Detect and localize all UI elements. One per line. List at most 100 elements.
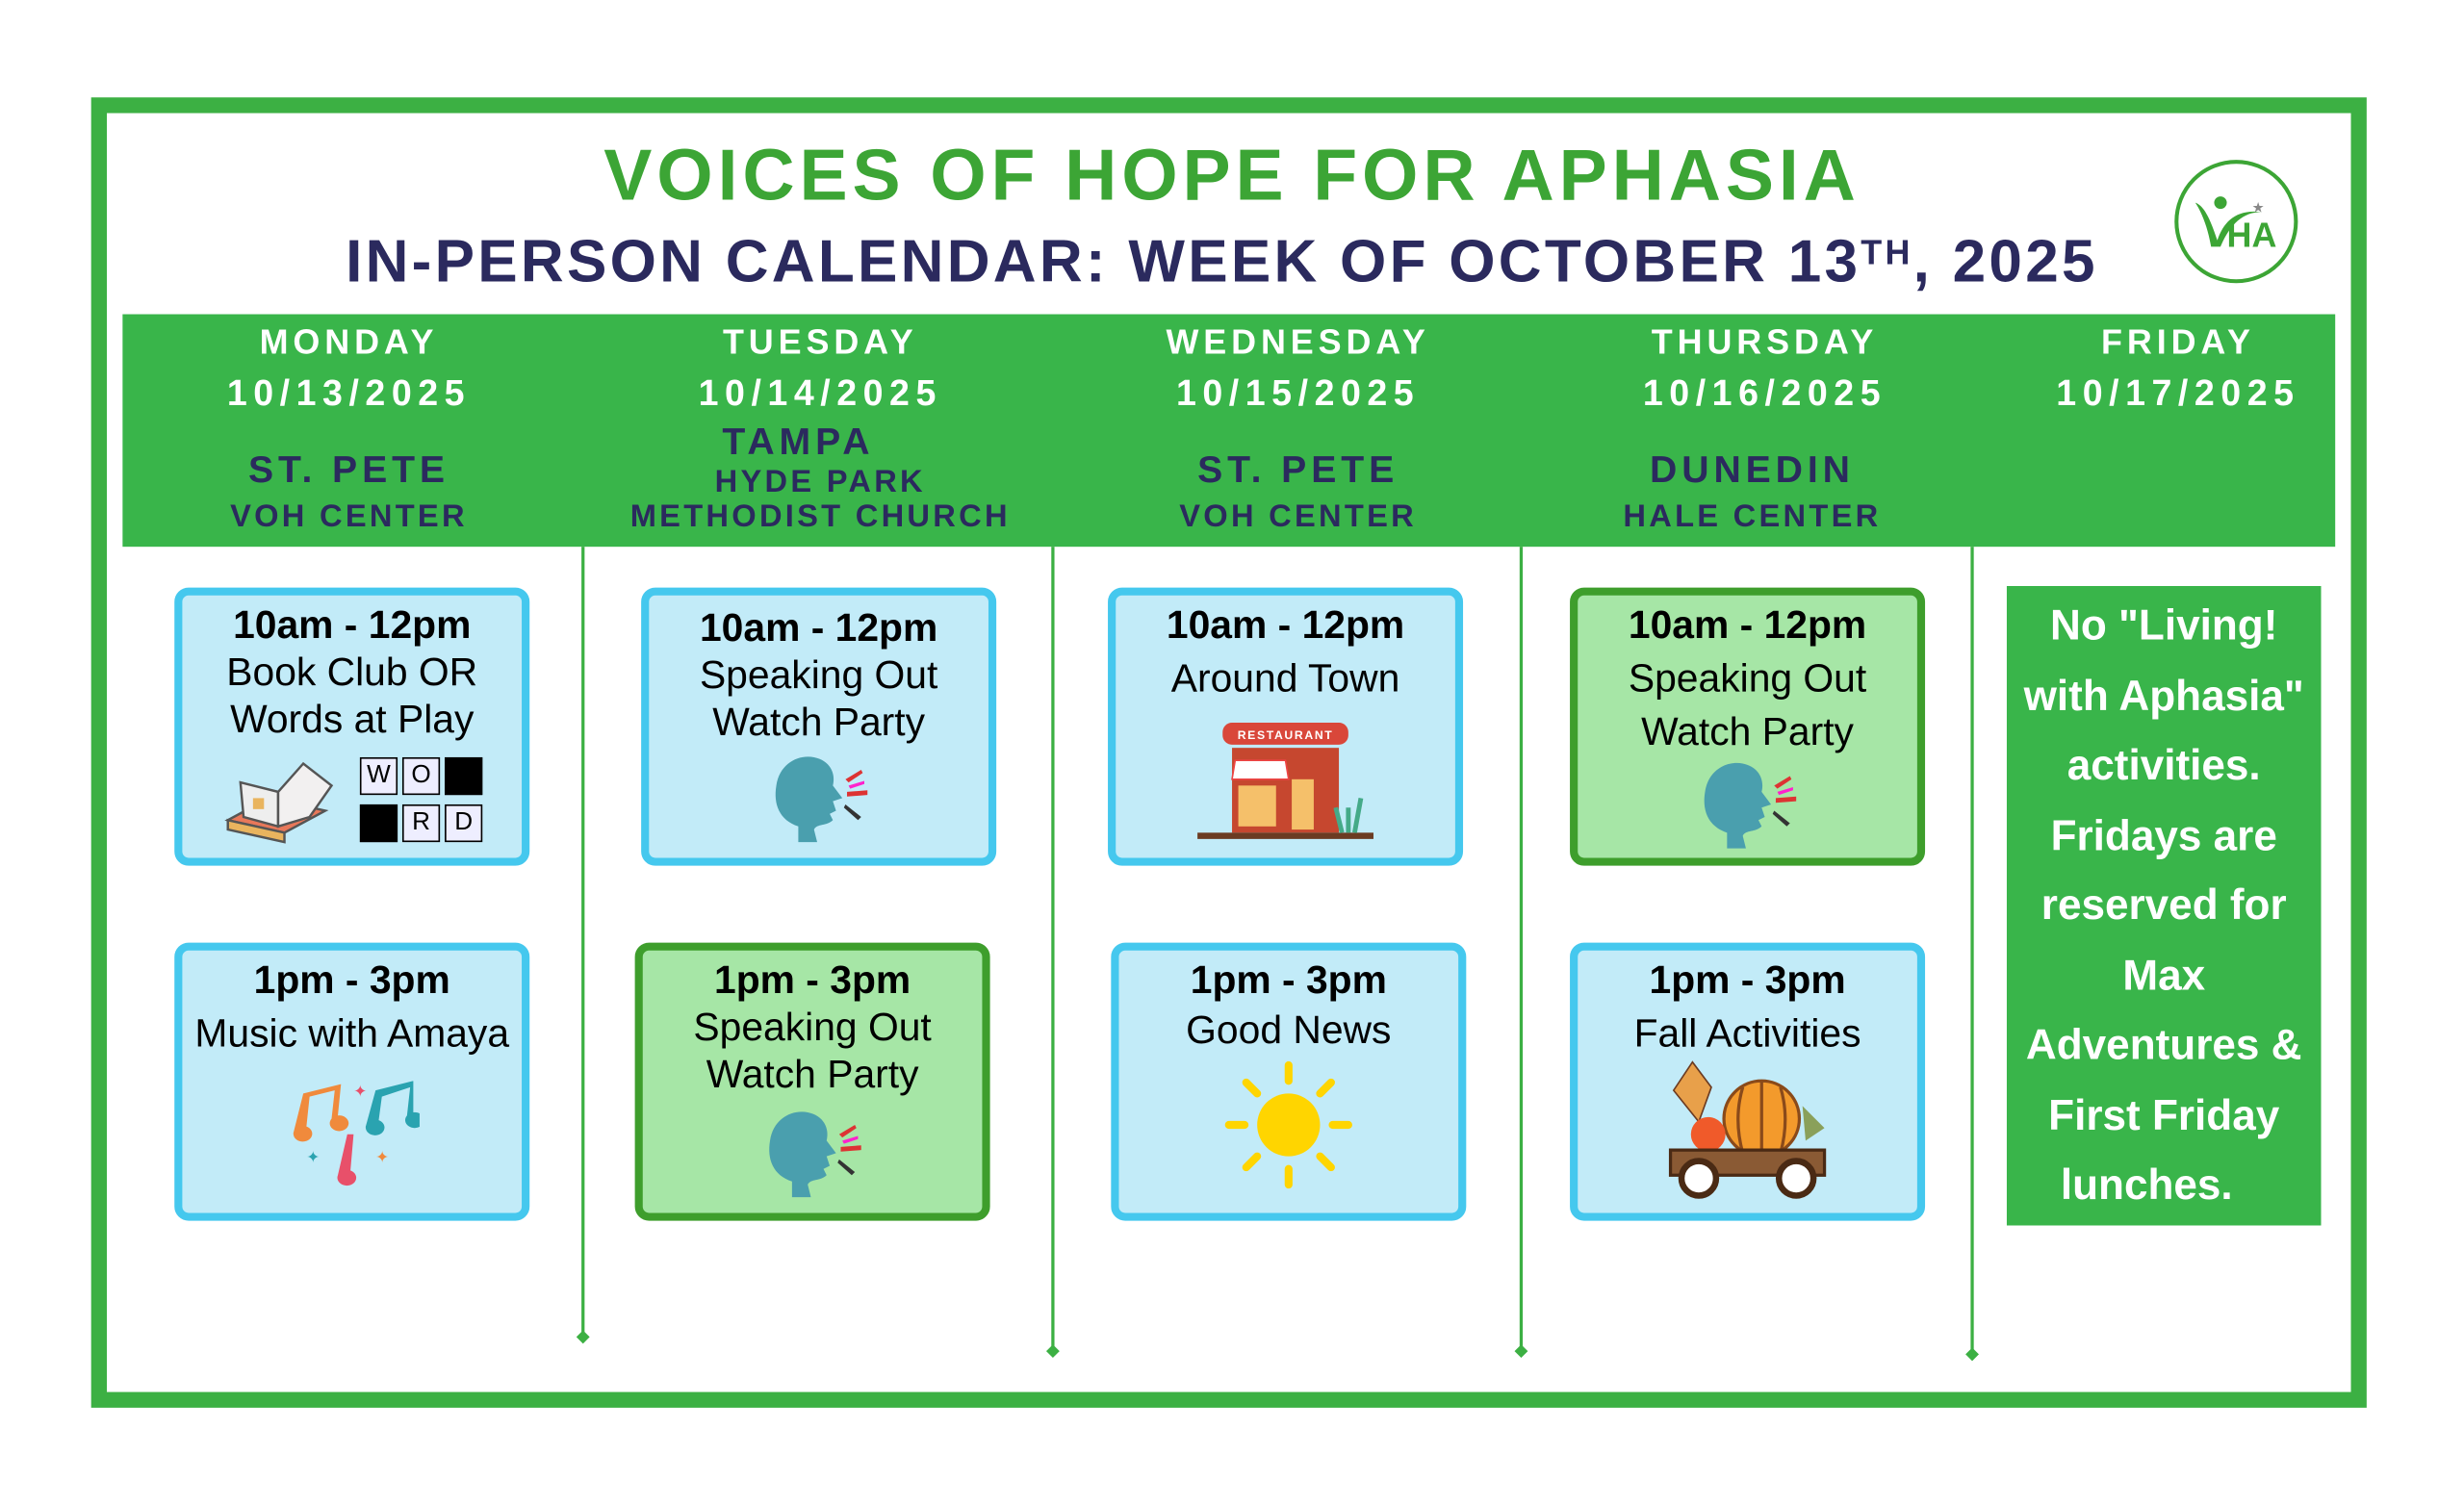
event-time: 1pm - 3pm [1190,957,1387,1003]
day-date: 10/16/2025 [1642,371,1887,414]
event-title: Good News [1186,1008,1392,1053]
column-divider [1519,547,1524,1352]
word-tile: O [401,756,441,796]
word-tile: W [359,756,398,796]
location-city: DUNEDIN [1650,448,1855,493]
event-card-thursday-afternoon: 1pm - 3pm Fall Activities [1570,942,1926,1221]
speaking-head-icon [762,751,876,845]
subtitle-text: IN-PERSON CALENDAR: WEEK OF OCTOBER 13 [346,229,1861,295]
svg-text:★: ★ [2252,200,2265,216]
event-icons [643,1106,983,1200]
day-header-friday: FRIDAY 10/17/2025 [1950,320,2405,421]
day-name: MONDAY [259,321,439,362]
friday-note-line: Max [2122,951,2206,999]
event-card-monday-morning: 10am - 12pm Book Club OR Words at Play W… [174,587,530,866]
word-grid-icon: W O R D [359,756,483,845]
event-title: Book Club OR [226,650,478,695]
event-time: 10am - 12pm [1628,602,1867,648]
speaking-head-icon [756,1106,869,1200]
column-divider [1970,547,1974,1355]
day-date: 10/17/2025 [2056,371,2300,414]
word-tile-blank [445,756,483,796]
event-title: Watch Party [706,1052,919,1097]
day-name: THURSDAY [1651,321,1879,362]
event-card-tuesday-afternoon: 1pm - 3pm Speaking Out Watch Party [634,942,990,1221]
day-header-band [122,314,2336,548]
event-time: 1pm - 3pm [253,957,450,1003]
friday-notice: No "Living! with Aphasia" activities. Fr… [2006,585,2322,1226]
word-tile-blank [359,804,398,842]
friday-note-line: Adventures & [2025,1021,2302,1069]
word-tile: R [401,804,441,842]
event-title: Words at Play [230,697,475,742]
restaurant-sign: RESTAURANT [1238,728,1334,742]
word-tile: D [445,804,483,842]
friday-note-line: First Friday [2048,1090,2280,1138]
event-icons [1578,1059,1917,1200]
event-card-tuesday-morning: 10am - 12pm Speaking Out Watch Party [641,587,997,866]
day-header-wednesday: WEDNESDAY 10/15/2025 ST. PETE VOH CENTER [1070,320,1526,534]
location-city: TAMPA [722,421,875,464]
event-time: 1pm - 3pm [714,957,911,1003]
event-title: Around Town [1170,656,1400,701]
svg-text:✦: ✦ [306,1149,320,1166]
subtitle-year: , 2025 [1912,229,2098,295]
day-header-thursday: THURSDAY 10/16/2025 DUNEDIN HALE CENTER [1537,320,1992,534]
event-title: Speaking Out [693,1005,932,1050]
event-icons: W O R D [182,756,522,845]
day-name: TUESDAY [722,321,918,362]
event-title: Watch Party [1641,709,1854,754]
event-icons [1118,1059,1458,1190]
location-city: ST. PETE [247,448,449,493]
location-venue: HYDE PARK [714,465,926,500]
event-title: Music with Amaya [194,1011,510,1057]
event-time: 10am - 12pm [1166,602,1405,648]
event-time: 10am - 12pm [233,602,472,648]
day-name: FRIDAY [2101,321,2255,362]
svg-text:✦: ✦ [375,1149,389,1166]
friday-note-line: with Aphasia" [2023,671,2304,719]
event-card-monday-afternoon: 1pm - 3pm Music with Amaya ✦ ✦ ✦ [174,942,530,1221]
page-title: VOICES OF HOPE FOR APHASIA [603,133,1861,216]
svg-text:HA: HA [2227,215,2277,254]
friday-note-line: reserved for [2040,880,2287,929]
event-title: Speaking Out [1628,656,1867,701]
event-title: Speaking Out [699,653,938,698]
subtitle-superscript: TH [1861,232,1913,272]
event-icons: ✦ ✦ ✦ [182,1081,522,1190]
location-city: ST. PETE [1197,448,1399,493]
event-time: 10am - 12pm [699,606,938,650]
page-border [90,97,2367,1408]
day-name: WEDNESDAY [1166,321,1430,362]
sun-icon [1224,1060,1352,1189]
pumpkin-wagon-icon [1668,1060,1827,1199]
column-divider [581,547,585,1338]
music-notes-icon: ✦ ✦ ✦ [293,1081,420,1186]
speaking-head-icon [1691,757,1805,852]
day-date: 10/14/2025 [698,371,942,414]
friday-note-line: lunches. [2060,1161,2233,1209]
vha-logo-icon: HA ★ [2174,160,2298,284]
event-card-wednesday-morning: 10am - 12pm Around Town RESTAURANT [1108,587,1464,866]
restaurant-icon: RESTAURANT [1197,723,1373,839]
friday-note-line: activities. [2066,741,2261,789]
location-venue: METHODIST CHURCH [629,499,1011,535]
event-title: Fall Activities [1633,1011,1861,1057]
event-icons [649,751,988,845]
event-title: Watch Party [712,701,926,745]
friday-note-line: Fridays are [2050,811,2277,859]
column-divider [1051,547,1055,1352]
event-icons: RESTAURANT [1116,720,1455,846]
friday-note-line: No "Living! [2050,601,2278,650]
event-icons [1578,757,1917,852]
day-date: 10/13/2025 [226,371,472,414]
event-card-wednesday-afternoon: 1pm - 3pm Good News [1111,942,1467,1221]
location-venue: VOH CENTER [1179,499,1417,535]
day-header-monday: MONDAY 10/13/2025 ST. PETE VOH CENTER [121,320,577,534]
page-subtitle: IN-PERSON CALENDAR: WEEK OF OCTOBER 13TH… [0,229,2444,296]
book-icon [224,761,334,844]
svg-text:✦: ✦ [353,1084,367,1101]
location-venue: VOH CENTER [230,499,468,535]
event-card-thursday-morning: 10am - 12pm Speaking Out Watch Party [1570,587,1926,866]
